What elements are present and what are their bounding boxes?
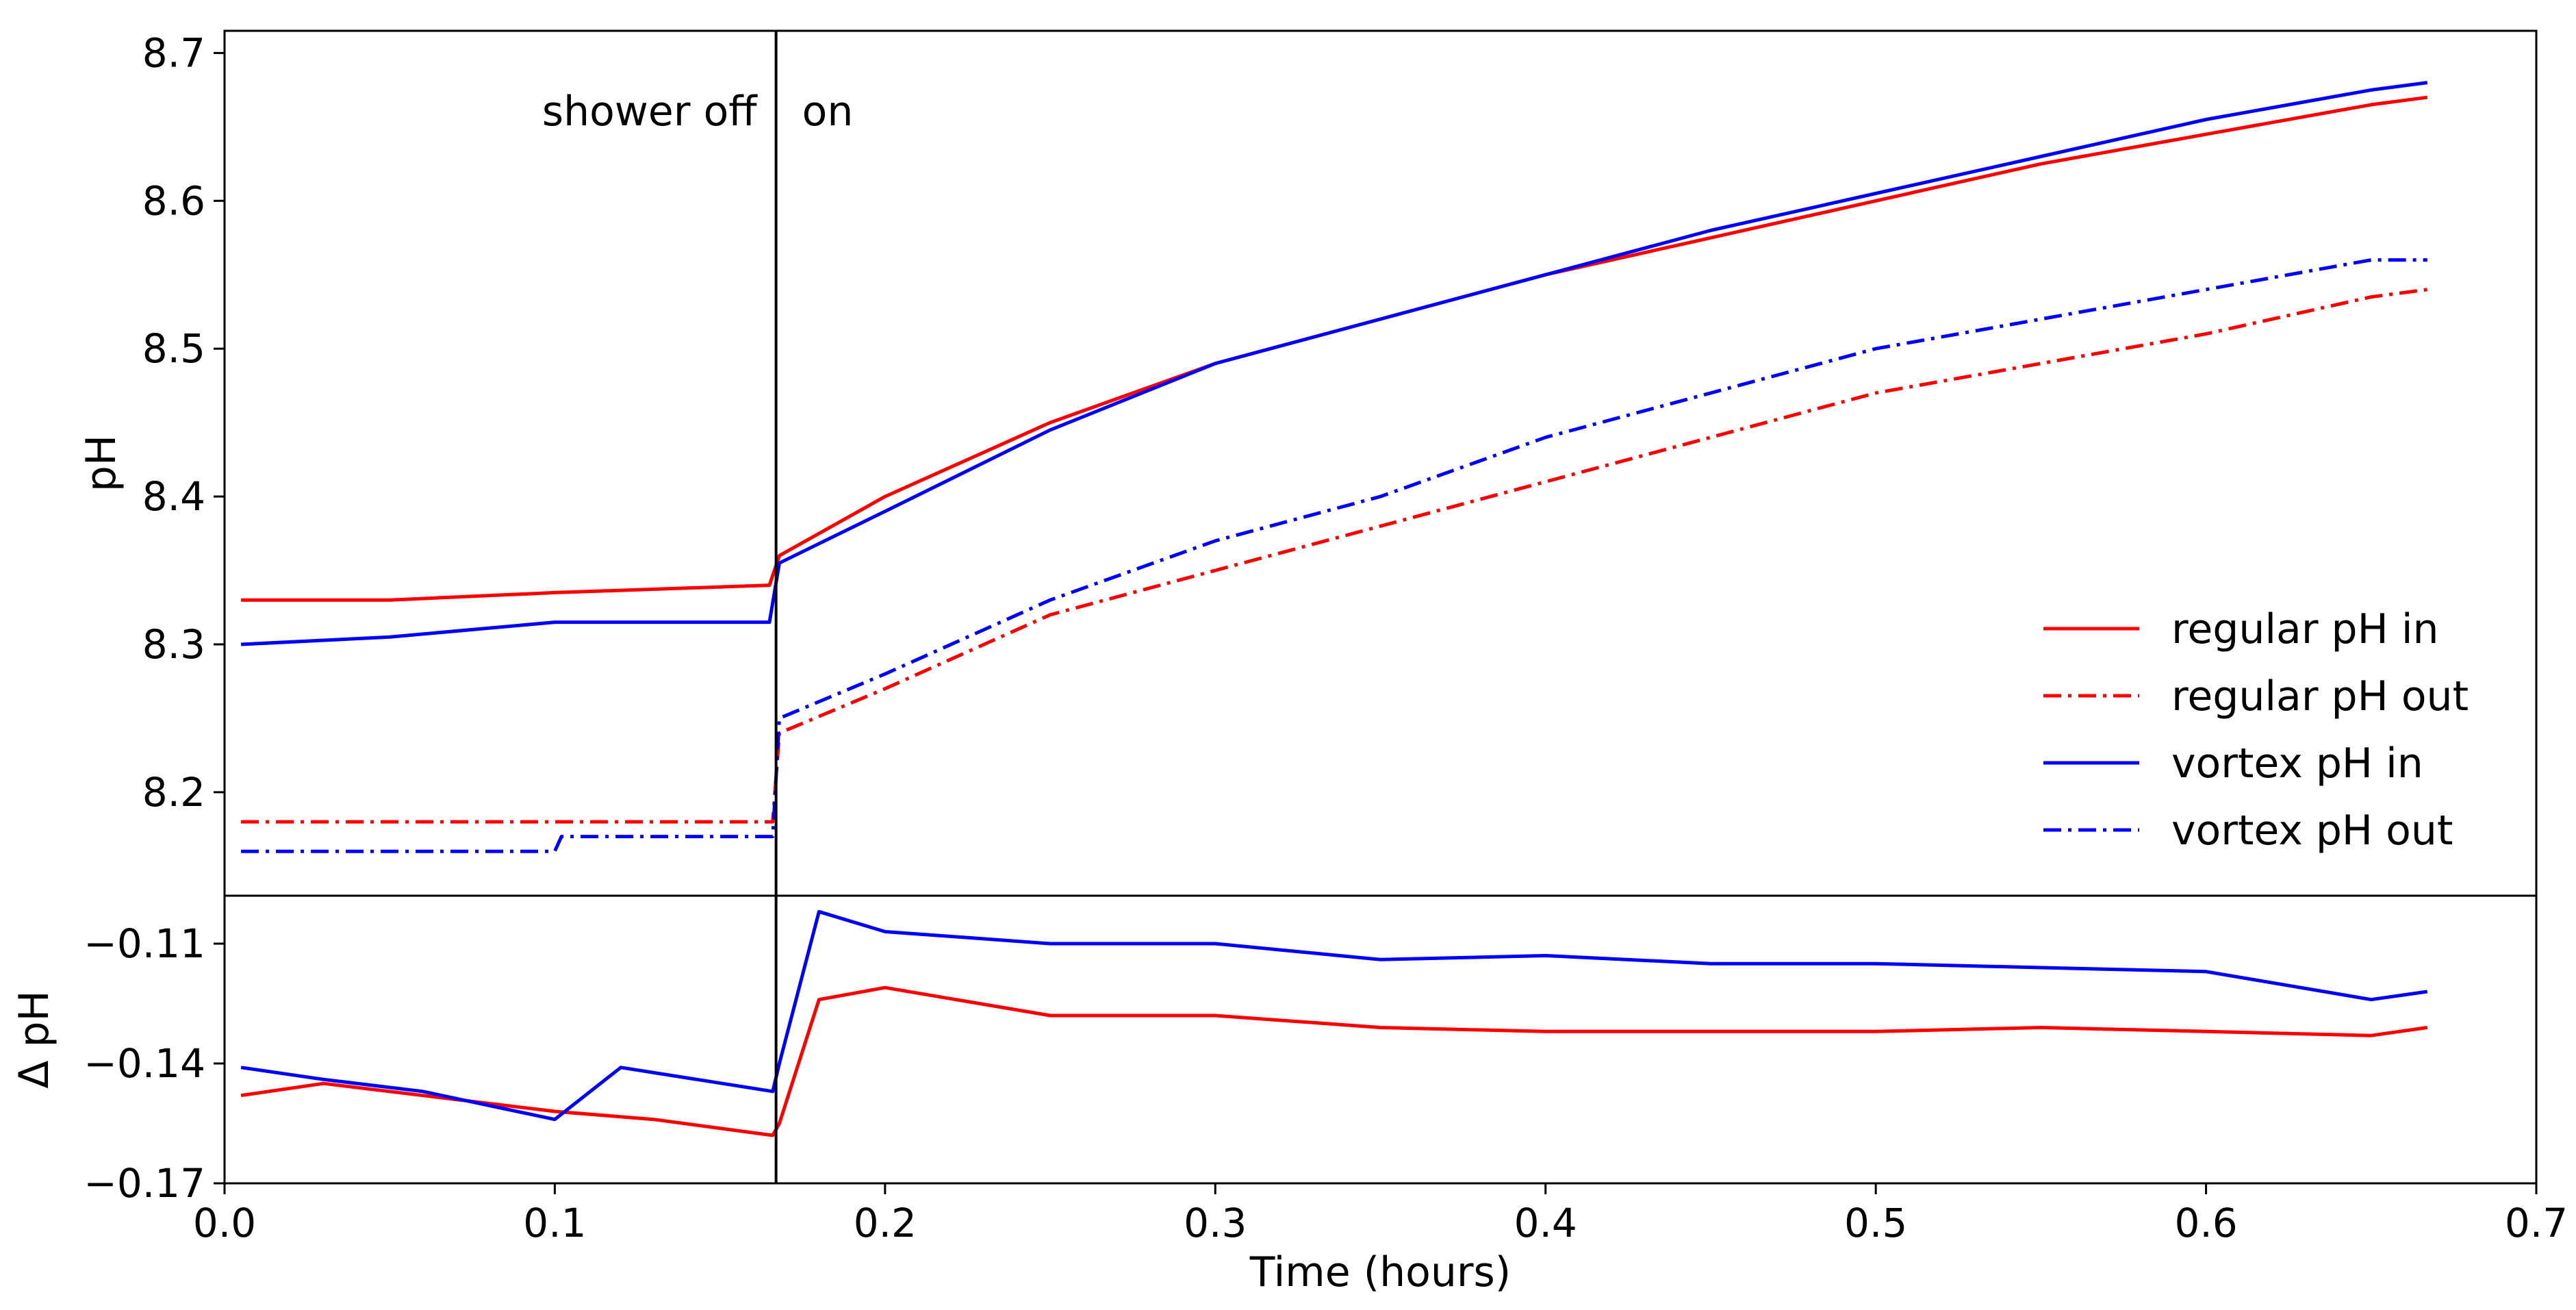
ph-ytick-label: 8.4 xyxy=(142,473,205,520)
delta-axes-frame xyxy=(223,894,2538,1185)
ph-ylabel: pH xyxy=(77,435,125,492)
xtick-label: 0.0 xyxy=(193,1200,256,1246)
ph-ytick-label: 8.2 xyxy=(142,769,205,816)
xtick-label: 0.4 xyxy=(1514,1200,1577,1246)
xtick-label: 0.7 xyxy=(2505,1200,2568,1246)
ph-series-vortex-ph-out xyxy=(241,258,2427,853)
delta-ylabel: Δ pH xyxy=(10,990,58,1088)
ph-ytick-label: 8.7 xyxy=(142,29,205,76)
legend-label-vortex-ph-out: vortex pH out xyxy=(2171,807,2453,855)
delta-series-vortex-ph xyxy=(240,909,2428,1122)
legend-label-regular-ph-out: regular pH out xyxy=(2171,672,2469,720)
legend-label-regular-ph-in: regular pH in xyxy=(2171,605,2439,653)
delta-ytick-label: −0.11 xyxy=(84,920,205,967)
ph-ytick-label: 8.3 xyxy=(142,621,205,668)
xtick-label: 0.6 xyxy=(2174,1200,2237,1246)
delta-ytick-label: −0.17 xyxy=(84,1160,205,1207)
xtick-label: 0.5 xyxy=(1844,1200,1907,1246)
xtick-label: 0.1 xyxy=(523,1200,586,1246)
delta-ytick-label: −0.14 xyxy=(84,1040,205,1087)
ph-ytick-label: 8.6 xyxy=(142,177,205,224)
delta-series-regular-ph xyxy=(240,985,2428,1137)
ph-series-regular-ph-in xyxy=(241,95,2428,602)
legend-label-vortex-ph-in: vortex pH in xyxy=(2171,740,2423,788)
xtick-label: 0.2 xyxy=(854,1200,917,1246)
ph-series-vortex-ph-in xyxy=(240,81,2428,646)
ph-series-regular-ph-out xyxy=(241,288,2428,824)
xtick-label: 0.3 xyxy=(1184,1200,1247,1246)
annotation-shower-off: shower off xyxy=(542,88,758,136)
ph-ytick-label: 8.5 xyxy=(142,325,205,372)
x-axis-label: Time (hours) xyxy=(1249,1248,1511,1296)
annotation-on: on xyxy=(802,88,854,136)
